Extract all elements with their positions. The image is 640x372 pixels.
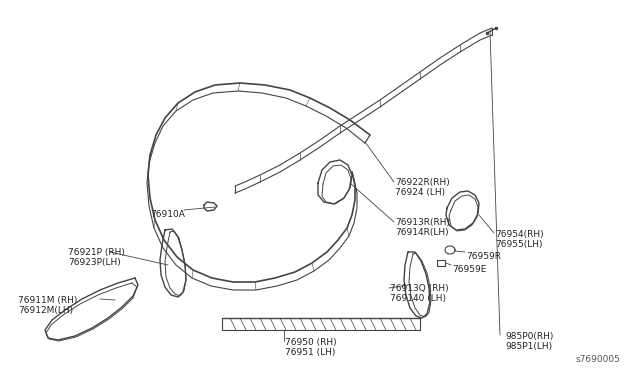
Text: 985P0(RH)
985P1(LH): 985P0(RH) 985P1(LH) xyxy=(505,332,554,352)
Text: 76910A: 76910A xyxy=(150,210,185,219)
Text: 76922R(RH)
76924 (LH): 76922R(RH) 76924 (LH) xyxy=(395,178,450,198)
Text: 76959E: 76959E xyxy=(452,265,486,274)
Text: s7690005: s7690005 xyxy=(575,355,620,364)
Text: 76913Q (RH)
769140 (LH): 76913Q (RH) 769140 (LH) xyxy=(390,284,449,304)
Text: 76921P (RH)
76923P(LH): 76921P (RH) 76923P(LH) xyxy=(68,248,125,267)
Text: 76954(RH)
76955(LH): 76954(RH) 76955(LH) xyxy=(495,230,543,249)
Text: 76913R(RH)
76914R(LH): 76913R(RH) 76914R(LH) xyxy=(395,218,450,237)
Text: 76911M (RH)
76912M(LH): 76911M (RH) 76912M(LH) xyxy=(18,296,77,315)
Text: 76950 (RH)
76951 (LH): 76950 (RH) 76951 (LH) xyxy=(285,338,337,357)
Text: 76959R: 76959R xyxy=(466,252,501,261)
